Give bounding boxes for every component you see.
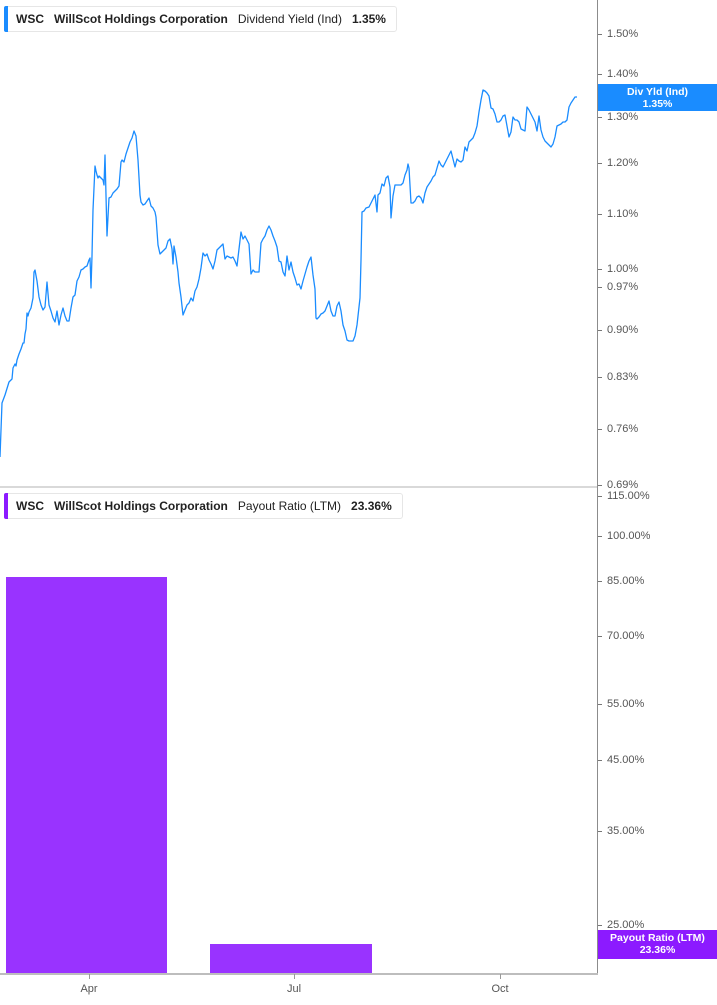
legend-company: WillScot Holdings Corporation (54, 499, 228, 513)
legend-ticker: WSC (16, 499, 44, 513)
y-tick-label: 0.69% (598, 479, 638, 491)
y-tick-label: 85.00% (598, 575, 644, 587)
y-tick-label: 0.90% (598, 324, 638, 336)
dividend-yield-line (0, 89, 577, 458)
dividend-yield-chart[interactable]: WSC WillScot Holdings Corporation Divide… (0, 0, 598, 487)
payout-ratio-price-flag: Payout Ratio (LTM) 23.36% (598, 930, 717, 959)
flag-value: 23.36% (639, 944, 676, 956)
y-tick-label: 1.40% (598, 68, 638, 80)
y-tick-label: 1.10% (598, 208, 638, 220)
x-tick-label: Oct (491, 983, 509, 995)
x-tick-mark (500, 974, 501, 979)
y-tick-label: 115.00% (598, 490, 650, 502)
y-tick-label: 0.83% (598, 371, 638, 383)
y-tick-label: 45.00% (598, 754, 644, 766)
legend-value: 1.35% (351, 12, 386, 26)
legend-metric: Dividend Yield (Ind) (237, 12, 342, 26)
y-tick-label: 35.00% (598, 825, 644, 837)
payout-ratio-chart[interactable]: WSC WillScot Holdings Corporation Payout… (0, 487, 598, 974)
legend-color-swatch (4, 493, 8, 519)
payout-ratio-legend: WSC WillScot Holdings Corporation Payout… (4, 493, 403, 519)
legend-company: WillScot Holdings Corporation (54, 12, 228, 26)
y-tick-label: 25.00% (598, 919, 644, 931)
legend-value: 23.36% (351, 499, 392, 513)
dividend-yield-legend: WSC WillScot Holdings Corporation Divide… (4, 6, 397, 32)
flag-label: Div Yld (Ind) (626, 86, 689, 98)
payout-bar-q2[interactable] (210, 944, 372, 974)
y-tick-label: 1.30% (598, 111, 638, 123)
legend-color-swatch (4, 6, 8, 32)
x-axis-line (0, 973, 598, 975)
flag-value: 1.35% (642, 98, 673, 110)
y-tick-label: 100.00% (598, 530, 650, 542)
x-tick-mark (294, 974, 295, 979)
chart-divider (0, 486, 598, 488)
payout-bar-q1[interactable] (6, 577, 167, 974)
x-tick-label: Apr (80, 983, 98, 995)
y-tick-label: 0.97% (598, 281, 638, 293)
dividend-yield-price-flag: Div Yld (Ind) 1.35% (598, 84, 717, 111)
legend-ticker: WSC (16, 12, 44, 26)
y-tick-label: 1.00% (598, 263, 638, 275)
flag-label: Payout Ratio (LTM) (610, 932, 705, 944)
y-tick-label: 70.00% (598, 630, 644, 642)
x-tick-mark (89, 974, 90, 979)
y-tick-label: 1.20% (598, 157, 638, 169)
y-tick-label: 55.00% (598, 698, 644, 710)
y-tick-label: 1.50% (598, 28, 638, 40)
x-tick-label: Jul (286, 983, 302, 995)
legend-metric: Payout Ratio (LTM) (237, 499, 342, 513)
y-tick-label: 0.76% (598, 423, 638, 435)
